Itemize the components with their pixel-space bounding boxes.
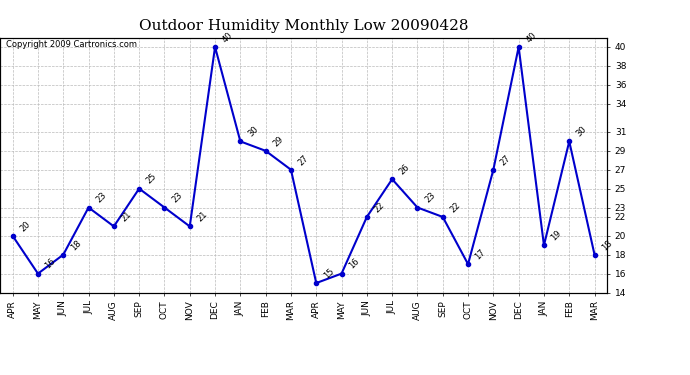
Text: 21: 21 <box>195 210 209 224</box>
Text: 26: 26 <box>397 162 411 176</box>
Text: 23: 23 <box>94 191 108 205</box>
Text: 40: 40 <box>221 30 235 44</box>
Text: 20: 20 <box>18 219 32 233</box>
Text: 29: 29 <box>271 134 285 148</box>
Text: 22: 22 <box>448 200 462 214</box>
Text: 25: 25 <box>145 172 159 186</box>
Text: Outdoor Humidity Monthly Low 20090428: Outdoor Humidity Monthly Low 20090428 <box>139 19 469 33</box>
Text: 18: 18 <box>69 238 83 252</box>
Text: 30: 30 <box>575 125 589 139</box>
Text: 40: 40 <box>524 30 538 44</box>
Text: 27: 27 <box>297 153 310 167</box>
Text: 30: 30 <box>246 125 259 139</box>
Text: 15: 15 <box>322 267 335 280</box>
Text: 27: 27 <box>499 153 513 167</box>
Text: 21: 21 <box>119 210 133 224</box>
Text: 16: 16 <box>43 257 57 271</box>
Text: 23: 23 <box>423 191 437 205</box>
Text: 22: 22 <box>373 200 386 214</box>
Text: 19: 19 <box>549 229 563 243</box>
Text: 18: 18 <box>600 238 614 252</box>
Text: 16: 16 <box>347 257 361 271</box>
Text: 23: 23 <box>170 191 184 205</box>
Text: 17: 17 <box>473 248 487 261</box>
Text: Copyright 2009 Cartronics.com: Copyright 2009 Cartronics.com <box>6 40 137 49</box>
